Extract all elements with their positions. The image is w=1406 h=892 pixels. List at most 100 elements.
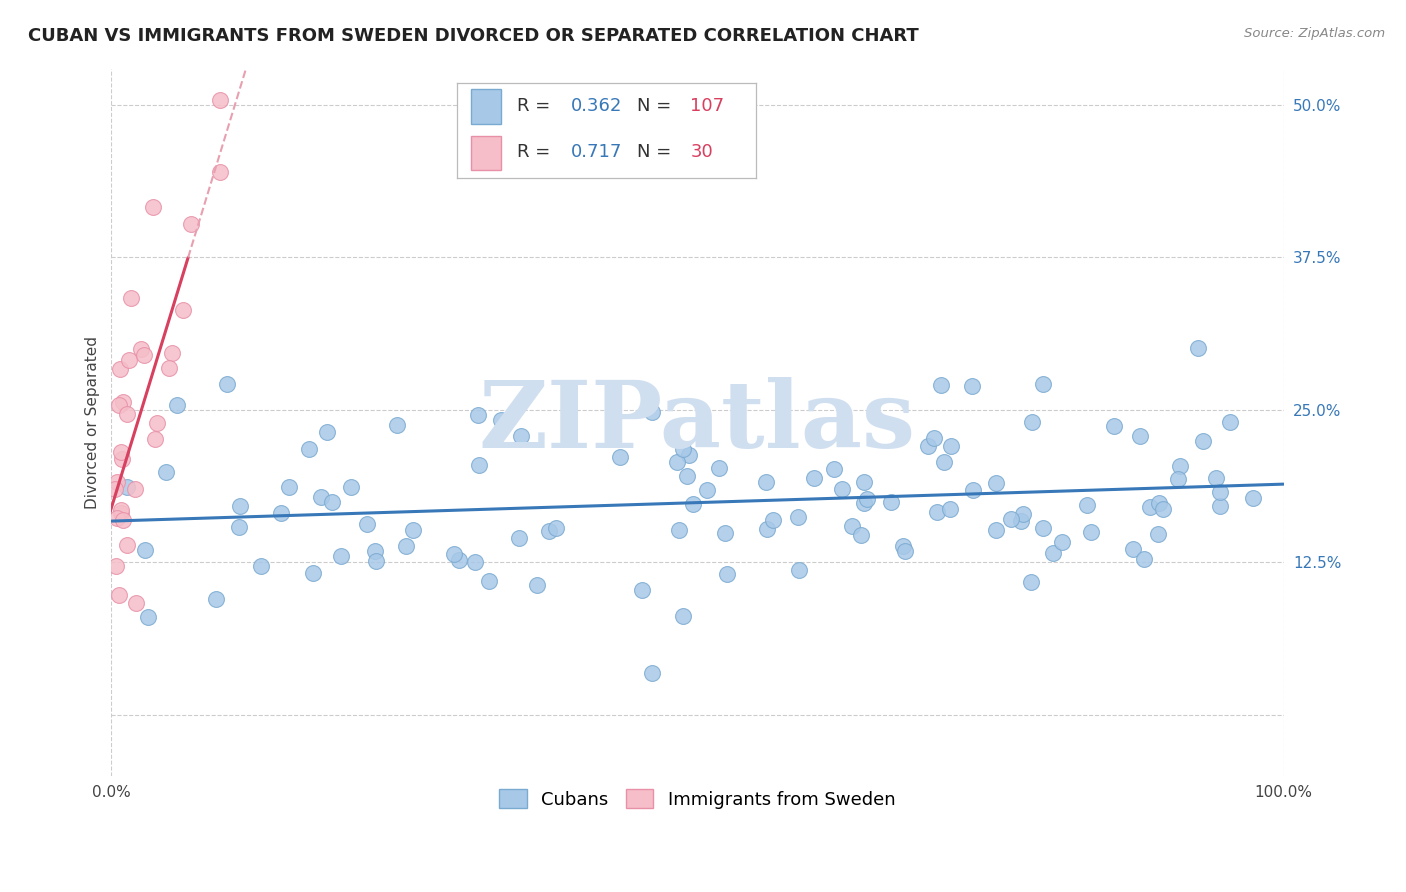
Point <box>510 429 533 443</box>
Point <box>115 407 138 421</box>
Point <box>755 475 778 489</box>
Point <box>125 596 148 610</box>
Point <box>111 452 134 467</box>
Point <box>1080 525 1102 540</box>
Point <box>108 588 131 602</box>
Point <box>172 302 194 317</box>
Point <box>831 482 853 496</box>
Point <box>467 408 489 422</box>
Point <box>786 510 808 524</box>
Point <box>1208 499 1230 513</box>
Point <box>696 483 718 497</box>
Point <box>823 462 845 476</box>
Point <box>402 523 425 537</box>
Point <box>118 353 141 368</box>
Point <box>917 440 939 454</box>
Point <box>938 502 960 516</box>
Point <box>1019 575 1042 590</box>
Point <box>120 291 142 305</box>
Point <box>110 362 132 376</box>
Point <box>682 497 704 511</box>
Point <box>1010 515 1032 529</box>
Point <box>984 476 1007 491</box>
Point <box>157 361 180 376</box>
Point <box>927 505 949 519</box>
Point <box>250 558 273 573</box>
Point <box>110 503 132 517</box>
Point <box>665 455 688 469</box>
Point <box>631 582 654 597</box>
Point <box>143 433 166 447</box>
Point <box>447 553 470 567</box>
Point <box>129 342 152 356</box>
Point <box>1122 542 1144 557</box>
Point <box>443 547 465 561</box>
Point <box>803 471 825 485</box>
Point <box>676 469 699 483</box>
Point <box>1139 500 1161 514</box>
Point <box>544 521 567 535</box>
Point <box>1032 521 1054 535</box>
Point <box>110 445 132 459</box>
Point <box>891 539 914 553</box>
Point <box>841 519 863 533</box>
Point <box>672 442 695 457</box>
Point <box>124 482 146 496</box>
Point <box>321 494 343 508</box>
Point <box>1102 419 1125 434</box>
Point <box>526 577 548 591</box>
Point <box>298 442 321 456</box>
Point <box>713 525 735 540</box>
Point <box>330 549 353 563</box>
Point <box>115 537 138 551</box>
Point <box>1209 485 1232 500</box>
Point <box>678 448 700 462</box>
Point <box>301 566 323 580</box>
Point <box>1076 498 1098 512</box>
Point <box>537 524 560 538</box>
Point <box>277 480 299 494</box>
Point <box>395 539 418 553</box>
Point <box>468 458 491 472</box>
Point <box>105 475 128 489</box>
Point <box>609 450 631 464</box>
Point <box>478 574 501 589</box>
Point <box>166 398 188 412</box>
Point <box>136 610 159 624</box>
Point <box>1021 415 1043 429</box>
Point <box>356 516 378 531</box>
Text: CUBAN VS IMMIGRANTS FROM SWEDEN DIVORCED OR SEPARATED CORRELATION CHART: CUBAN VS IMMIGRANTS FROM SWEDEN DIVORCED… <box>28 27 920 45</box>
Point <box>105 511 128 525</box>
Point <box>1147 526 1170 541</box>
Point <box>755 523 778 537</box>
Point <box>134 542 156 557</box>
Point <box>929 378 952 392</box>
Point <box>707 460 730 475</box>
Point <box>112 513 135 527</box>
Point <box>160 346 183 360</box>
Point <box>1205 471 1227 485</box>
Point <box>340 479 363 493</box>
Point <box>209 93 232 107</box>
Point <box>180 217 202 231</box>
Text: Source: ZipAtlas.com: Source: ZipAtlas.com <box>1244 27 1385 40</box>
Text: ZIPatlas: ZIPatlas <box>479 377 917 467</box>
Point <box>1000 512 1022 526</box>
Legend: Cubans, Immigrants from Sweden: Cubans, Immigrants from Sweden <box>492 782 903 816</box>
Point <box>1241 491 1264 505</box>
Point <box>1129 429 1152 443</box>
Point <box>762 512 785 526</box>
Point <box>104 558 127 573</box>
Point <box>1147 496 1170 510</box>
Point <box>229 500 252 514</box>
Point <box>204 591 226 606</box>
Point <box>668 523 690 537</box>
Point <box>1132 552 1154 566</box>
Point <box>1187 341 1209 355</box>
Point <box>1042 546 1064 560</box>
Point <box>1192 434 1215 448</box>
Point <box>787 563 810 577</box>
Point <box>1218 415 1240 429</box>
Point <box>852 496 875 510</box>
Point <box>146 416 169 430</box>
